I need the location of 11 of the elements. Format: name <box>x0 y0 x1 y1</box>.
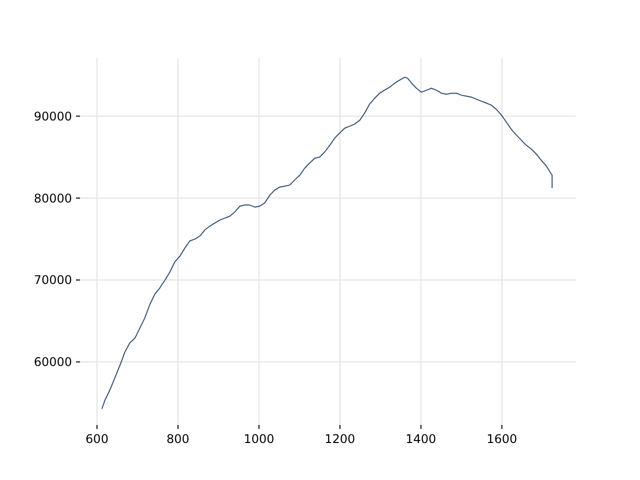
y-tick-label: 60000 <box>34 355 72 370</box>
x-tick-label: 1200 <box>324 432 356 446</box>
x-tick-label: 1600 <box>486 432 518 446</box>
x-tick-label: 600 <box>86 432 108 446</box>
y-tick-label: 70000 <box>34 273 72 288</box>
x-tick-label: 1400 <box>406 432 436 446</box>
line-series <box>101 76 553 410</box>
x-tick-label: 800 <box>166 432 190 446</box>
y-tick-label: 80000 <box>34 191 72 206</box>
x-tick-label: 1000 <box>244 432 274 446</box>
y-tick-label: 90000 <box>34 109 72 124</box>
